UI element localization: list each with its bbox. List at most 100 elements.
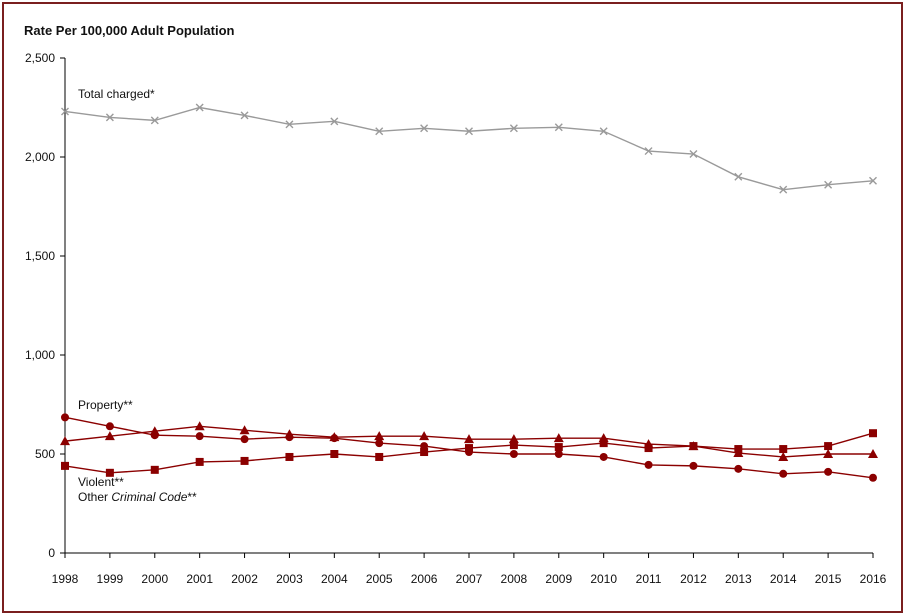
data-point-total-charged <box>689 150 698 159</box>
axes: 0 500 1,000 1,500 2,000 2,500 1998 1999 2000 2001… <box>25 51 887 586</box>
data-point-total-charged <box>509 124 518 133</box>
data-point-other-criminal-code <box>779 445 788 454</box>
series-label-property: Property** <box>78 398 133 412</box>
data-point-property <box>375 439 384 448</box>
data-point-total-charged <box>61 107 69 116</box>
data-point-property <box>689 461 698 470</box>
data-point-total-charged <box>869 176 877 185</box>
x-tick-label: 2002 <box>231 572 258 586</box>
data-point-other-criminal-code <box>689 442 698 451</box>
data-point-property <box>554 450 563 458</box>
data-point-property <box>240 435 249 444</box>
data-point-other-criminal-code <box>330 450 339 458</box>
data-point-other-criminal-code <box>240 456 249 465</box>
series-layer <box>60 103 878 482</box>
data-point-total-charged <box>779 185 788 194</box>
x-tick-label: 2003 <box>276 572 303 586</box>
data-point-other-criminal-code <box>195 457 204 466</box>
data-point-other-criminal-code <box>420 448 429 457</box>
data-point-other-criminal-code <box>509 441 518 450</box>
data-point-violent <box>104 431 115 441</box>
data-point-total-charged <box>105 113 114 122</box>
data-point-other-criminal-code <box>105 468 114 477</box>
data-point-total-charged <box>599 127 608 136</box>
x-tick-label: 1999 <box>97 572 124 586</box>
data-point-property <box>644 460 653 469</box>
y-tick-label: 1,000 <box>25 348 55 362</box>
data-point-total-charged <box>195 103 204 112</box>
series-label-other-prefix: Other <box>78 490 111 504</box>
data-point-total-charged <box>465 127 473 136</box>
x-tick-label: 2012 <box>680 572 707 586</box>
data-point-other-criminal-code <box>644 444 653 453</box>
data-point-other-criminal-code <box>734 445 743 454</box>
x-tick-label: 2009 <box>545 572 572 586</box>
series-label-total-charged: Total charged* <box>78 87 155 101</box>
data-point-other-criminal-code <box>599 439 608 448</box>
series-labels: Total charged* Property** Violent** Othe… <box>78 87 197 504</box>
x-tick-label: 2006 <box>411 572 438 586</box>
x-tick-label: 2013 <box>725 572 752 586</box>
series-label-violent: Violent** <box>78 475 124 489</box>
data-point-total-charged <box>644 147 653 156</box>
data-point-property <box>105 422 114 431</box>
data-point-violent <box>284 429 295 439</box>
data-point-property <box>824 467 833 476</box>
data-point-other-criminal-code <box>61 461 69 470</box>
data-point-total-charged <box>554 123 563 132</box>
y-tick-label: 2,500 <box>25 51 55 65</box>
y-tick-label: 500 <box>35 447 55 461</box>
series-label-other-suffix: ** <box>187 490 197 504</box>
data-point-violent <box>149 426 160 436</box>
x-tick-label: 2014 <box>770 572 797 586</box>
data-point-property <box>734 464 743 473</box>
data-point-violent <box>508 434 519 444</box>
x-tick-label: 2000 <box>141 572 168 586</box>
data-point-other-criminal-code <box>465 444 473 453</box>
data-point-violent <box>374 431 385 441</box>
x-tick-label: 2004 <box>321 572 348 586</box>
data-point-violent <box>868 449 878 458</box>
data-point-property <box>509 450 518 458</box>
data-point-violent <box>778 451 789 461</box>
data-point-violent <box>553 433 564 443</box>
data-point-total-charged <box>240 111 249 120</box>
series-line-total-charged <box>64 106 874 191</box>
x-tick-label: 2005 <box>366 572 393 586</box>
data-point-violent <box>194 421 205 431</box>
data-point-other-criminal-code <box>375 452 384 461</box>
y-tick-label: 1,500 <box>25 249 55 263</box>
x-tick-label: 2008 <box>501 572 528 586</box>
data-point-total-charged <box>285 120 294 129</box>
x-tick-label: 2016 <box>860 572 887 586</box>
data-point-total-charged <box>734 172 743 181</box>
data-point-violent <box>419 431 430 441</box>
series-label-other-italic: Criminal Code <box>111 490 187 504</box>
data-point-property <box>779 469 788 478</box>
data-point-other-criminal-code <box>869 429 877 438</box>
data-point-other-criminal-code <box>285 452 294 461</box>
data-point-total-charged <box>375 127 384 136</box>
data-point-total-charged <box>420 124 429 133</box>
data-point-total-charged <box>150 116 159 125</box>
x-tick-label: 2001 <box>186 572 213 586</box>
x-tick-label: 2010 <box>590 572 617 586</box>
y-tick-label: 0 <box>48 546 55 560</box>
data-point-other-criminal-code <box>554 443 563 452</box>
data-point-property <box>195 432 204 441</box>
data-point-violent <box>239 425 250 435</box>
x-tick-label: 2011 <box>636 572 662 586</box>
data-point-property <box>599 452 608 461</box>
data-point-property <box>869 473 877 482</box>
data-point-other-criminal-code <box>150 465 159 474</box>
data-point-property <box>61 413 69 422</box>
y-axis-title: Rate Per 100,000 Adult Population <box>24 23 235 38</box>
x-tick-label: 2007 <box>456 572 483 586</box>
y-tick-label: 2,000 <box>25 150 55 164</box>
data-point-violent <box>329 432 340 442</box>
data-point-other-criminal-code <box>824 442 833 451</box>
series-label-other-criminal-code: Other Criminal Code** <box>78 490 197 504</box>
x-tick-label: 1998 <box>52 572 79 586</box>
